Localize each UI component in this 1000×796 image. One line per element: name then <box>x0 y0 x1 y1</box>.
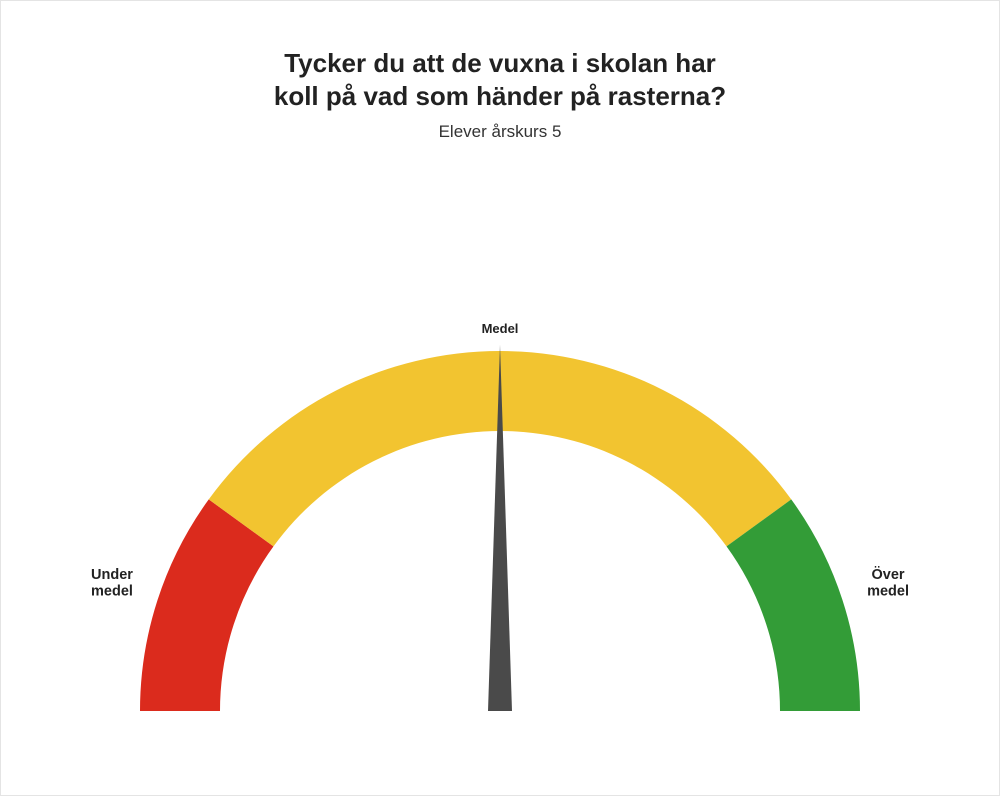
gauge-label-under-medel: Undermedel <box>91 567 133 600</box>
chart-subtitle: Elever årskurs 5 <box>1 122 999 142</box>
title-line-2: koll på vad som händer på rasterna? <box>274 81 726 111</box>
title-line-1: Tycker du att de vuxna i skolan har <box>284 48 716 78</box>
gauge-svg: Medel Undermedel Övermedel <box>20 191 980 751</box>
chart-frame: Tycker du att de vuxna i skolan har koll… <box>0 0 1000 796</box>
gauge-label-medel: Medel <box>482 321 519 336</box>
title-block: Tycker du att de vuxna i skolan har koll… <box>1 47 999 142</box>
gauge-label-over-medel: Övermedel <box>867 566 909 600</box>
chart-title: Tycker du att de vuxna i skolan har koll… <box>1 47 999 112</box>
gauge-chart: Medel Undermedel Övermedel <box>1 191 999 751</box>
